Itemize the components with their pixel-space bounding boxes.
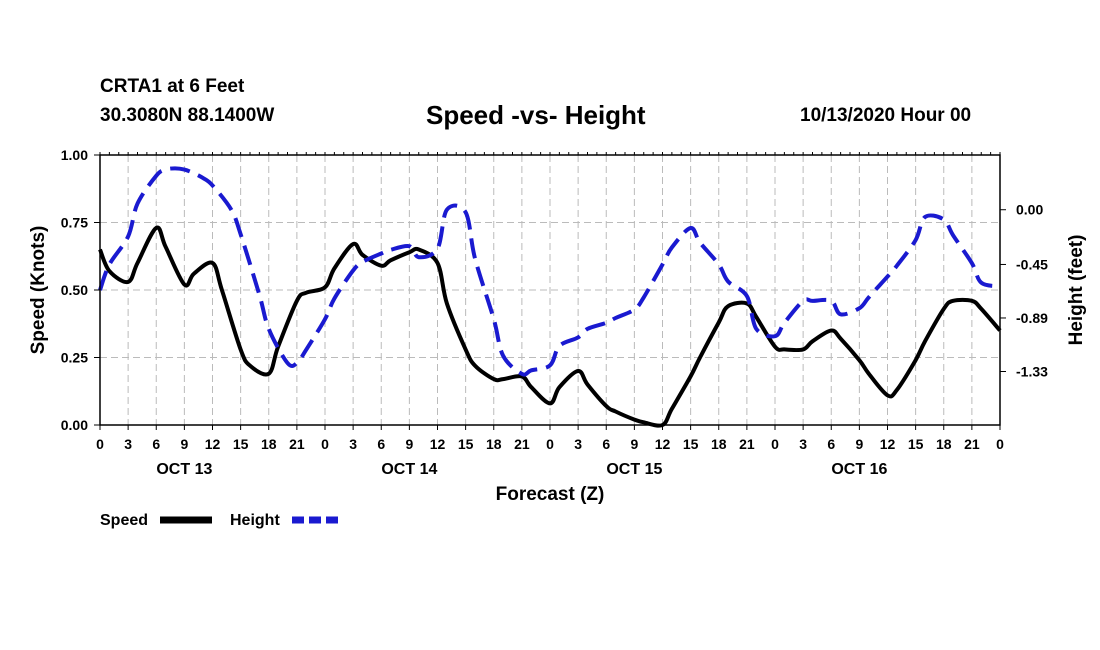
x-tick-label: 18	[486, 436, 502, 452]
x-tick-label: 3	[574, 436, 582, 452]
x-tick-label: 15	[908, 436, 924, 452]
y2-tick-label: 0.00	[1016, 202, 1043, 218]
x-tick-label: 3	[799, 436, 807, 452]
y2-tick-label: -0.89	[1016, 310, 1048, 326]
x-tick-label: 21	[739, 436, 755, 452]
x-tick-label: 3	[349, 436, 357, 452]
y-tick-label: 0.00	[61, 417, 88, 433]
legend-speed-label: Speed	[100, 512, 148, 529]
series-layer	[98, 166, 1002, 428]
y-tick-label: 1.00	[61, 147, 88, 163]
forecast-datetime: 10/13/2020 Hour 00	[800, 105, 972, 126]
coordinates-label: 30.3080N 88.1400W	[100, 105, 275, 126]
speed-series-line	[98, 225, 1002, 428]
x-tick-label: 3	[124, 436, 132, 452]
x-tick-label: 0	[546, 436, 554, 452]
y-tick-label: 0.75	[61, 215, 88, 231]
x-tick-label: 9	[630, 436, 638, 452]
day-label: OCT 14	[381, 461, 437, 478]
legend: Speed Height	[100, 512, 342, 529]
x-tick-label: 18	[711, 436, 727, 452]
day-label: OCT 16	[831, 461, 887, 478]
x-tick-label: 15	[683, 436, 699, 452]
x-tick-label: 9	[405, 436, 413, 452]
x-tick-label: 12	[880, 436, 896, 452]
x-tick-label: 6	[827, 436, 835, 452]
y-axis-label: Speed (Knots)	[28, 226, 49, 355]
x-tick-label: 18	[261, 436, 277, 452]
y2-tick-label: -1.33	[1016, 363, 1048, 379]
x-tick-label: 21	[289, 436, 305, 452]
x-tick-label: 9	[855, 436, 863, 452]
y-tick-label: 0.25	[61, 350, 88, 366]
x-tick-label: 6	[602, 436, 610, 452]
x-tick-label: 15	[233, 436, 249, 452]
station-label: CRTA1 at 6 Feet	[100, 76, 245, 97]
axis-layer: 0.00 0.25 0.50 0.75 1.00 0.00 -0.45 -0.89 -1.33 0…	[61, 147, 1048, 478]
x-axis-label: Forecast (Z)	[496, 484, 605, 505]
grid-layer	[100, 155, 1000, 425]
day-label: OCT 13	[156, 461, 212, 478]
x-tick-label: 0	[321, 436, 329, 452]
height-series-line	[98, 166, 1001, 377]
x-tick-label: 0	[996, 436, 1004, 452]
y-tick-label: 0.50	[61, 282, 88, 298]
x-tick-label: 0	[96, 436, 104, 452]
x-tick-label: 18	[936, 436, 952, 452]
y2-axis-label: Height (feet)	[1066, 235, 1087, 346]
x-tick-label: 15	[458, 436, 474, 452]
x-tick-label: 21	[514, 436, 530, 452]
day-label: OCT 15	[606, 461, 662, 478]
x-tick-label: 12	[205, 436, 221, 452]
legend-height-label: Height	[230, 512, 280, 529]
x-tick-label: 21	[964, 436, 980, 452]
x-tick-label: 0	[771, 436, 779, 452]
x-tick-label: 12	[655, 436, 671, 452]
x-tick-label: 12	[430, 436, 446, 452]
y2-tick-label: -0.45	[1016, 256, 1048, 272]
x-tick-label: 9	[180, 436, 188, 452]
x-tick-label: 6	[377, 436, 385, 452]
chart-title: Speed -vs- Height	[426, 100, 646, 130]
x-tick-label: 6	[152, 436, 160, 452]
